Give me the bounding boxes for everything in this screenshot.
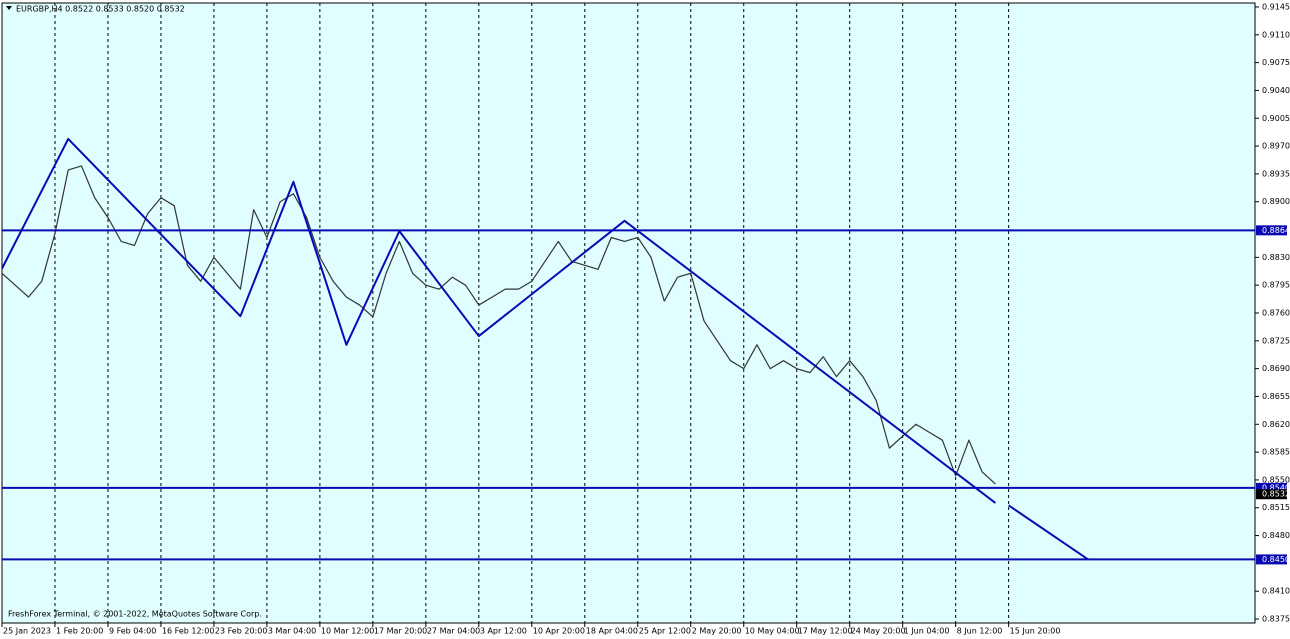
y-tick-label: 0.8760 bbox=[1262, 309, 1290, 318]
x-tick-label: 18 Apr 04:00 bbox=[586, 627, 638, 636]
y-tick-label: 0.8410 bbox=[1262, 587, 1290, 596]
y-tick-label: 0.8655 bbox=[1262, 392, 1290, 401]
x-tick-label: 15 Jun 20:00 bbox=[1010, 627, 1061, 636]
y-tick-label: 0.8620 bbox=[1262, 420, 1290, 429]
level-label-box bbox=[1256, 225, 1287, 236]
trend-line bbox=[1008, 504, 1089, 561]
y-tick-label: 0.8585 bbox=[1262, 448, 1290, 457]
chart-title: EURGBP,H4 0.8522 0.8533 0.8520 0.8532 bbox=[16, 5, 185, 14]
y-tick-label: 0.8935 bbox=[1262, 169, 1290, 178]
y-tick-label: 0.8900 bbox=[1262, 197, 1290, 206]
trend-line bbox=[1, 137, 996, 504]
x-tick-label: 1 Feb 20:00 bbox=[56, 627, 103, 636]
y-tick-label: 0.9040 bbox=[1262, 86, 1290, 95]
y-tick-label: 0.9145 bbox=[1262, 2, 1290, 11]
y-tick-label: 0.8690 bbox=[1262, 364, 1290, 373]
x-tick-label: 17 May 12:00 bbox=[798, 627, 853, 636]
x-tick-label: 27 Mar 04:00 bbox=[427, 627, 480, 636]
x-tick-label: 10 Mar 12:00 bbox=[321, 627, 374, 636]
y-tick-label: 0.8480 bbox=[1262, 531, 1290, 540]
x-tick-label: 10 May 04:00 bbox=[745, 627, 800, 636]
y-tick-label: 0.9005 bbox=[1262, 114, 1290, 123]
level-label: 0.8450 bbox=[1262, 555, 1290, 564]
x-tick-label: 25 Apr 12:00 bbox=[639, 627, 691, 636]
level-label: 0.8864 bbox=[1262, 226, 1290, 235]
y-tick-label: 0.8515 bbox=[1262, 503, 1290, 512]
footer: FreshForex Terminal, © 2001-2022, MetaQu… bbox=[8, 610, 262, 619]
y-tick-label: 0.8830 bbox=[1262, 253, 1290, 262]
y-tick-label: 0.9110 bbox=[1262, 30, 1290, 39]
level-label-box bbox=[1256, 554, 1287, 565]
y-tick-label: 0.9075 bbox=[1262, 58, 1290, 67]
y-tick-label: 0.8550 bbox=[1262, 475, 1290, 484]
level-label: 0.8540 bbox=[1262, 483, 1290, 492]
x-tick-label: 8 Jun 12:00 bbox=[957, 627, 1003, 636]
last-price-label: 0.8532 bbox=[1262, 490, 1290, 499]
y-tick-label: 0.8725 bbox=[1262, 336, 1290, 345]
x-tick-label: 24 May 20:00 bbox=[851, 627, 906, 636]
x-tick-label: 9 Feb 04:00 bbox=[109, 627, 156, 636]
x-tick-label: 25 Jan 2023 bbox=[3, 627, 51, 636]
level-label-box bbox=[1256, 482, 1287, 493]
x-tick-label: 1 Jun 04:00 bbox=[904, 627, 950, 636]
y-tick-label: 0.8970 bbox=[1262, 142, 1290, 151]
price-line bbox=[1, 165, 996, 485]
menu-arrow[interactable] bbox=[6, 6, 12, 10]
y-tick-label: 0.8795 bbox=[1262, 281, 1290, 290]
x-tick-label: 2 May 20:00 bbox=[692, 627, 742, 636]
x-tick-label: 17 Mar 20:00 bbox=[374, 627, 427, 636]
x-tick-label: 23 Feb 20:00 bbox=[215, 627, 267, 636]
x-tick-label: 3 Apr 12:00 bbox=[480, 627, 527, 636]
x-tick-label: 10 Apr 20:00 bbox=[533, 627, 585, 636]
y-tick-label: 0.8375 bbox=[1262, 615, 1290, 624]
plot-area bbox=[1, 2, 1256, 624]
x-tick-label: 16 Feb 12:00 bbox=[162, 627, 214, 636]
x-tick-label: 3 Mar 04:00 bbox=[268, 627, 316, 636]
last-price-box bbox=[1256, 489, 1287, 500]
